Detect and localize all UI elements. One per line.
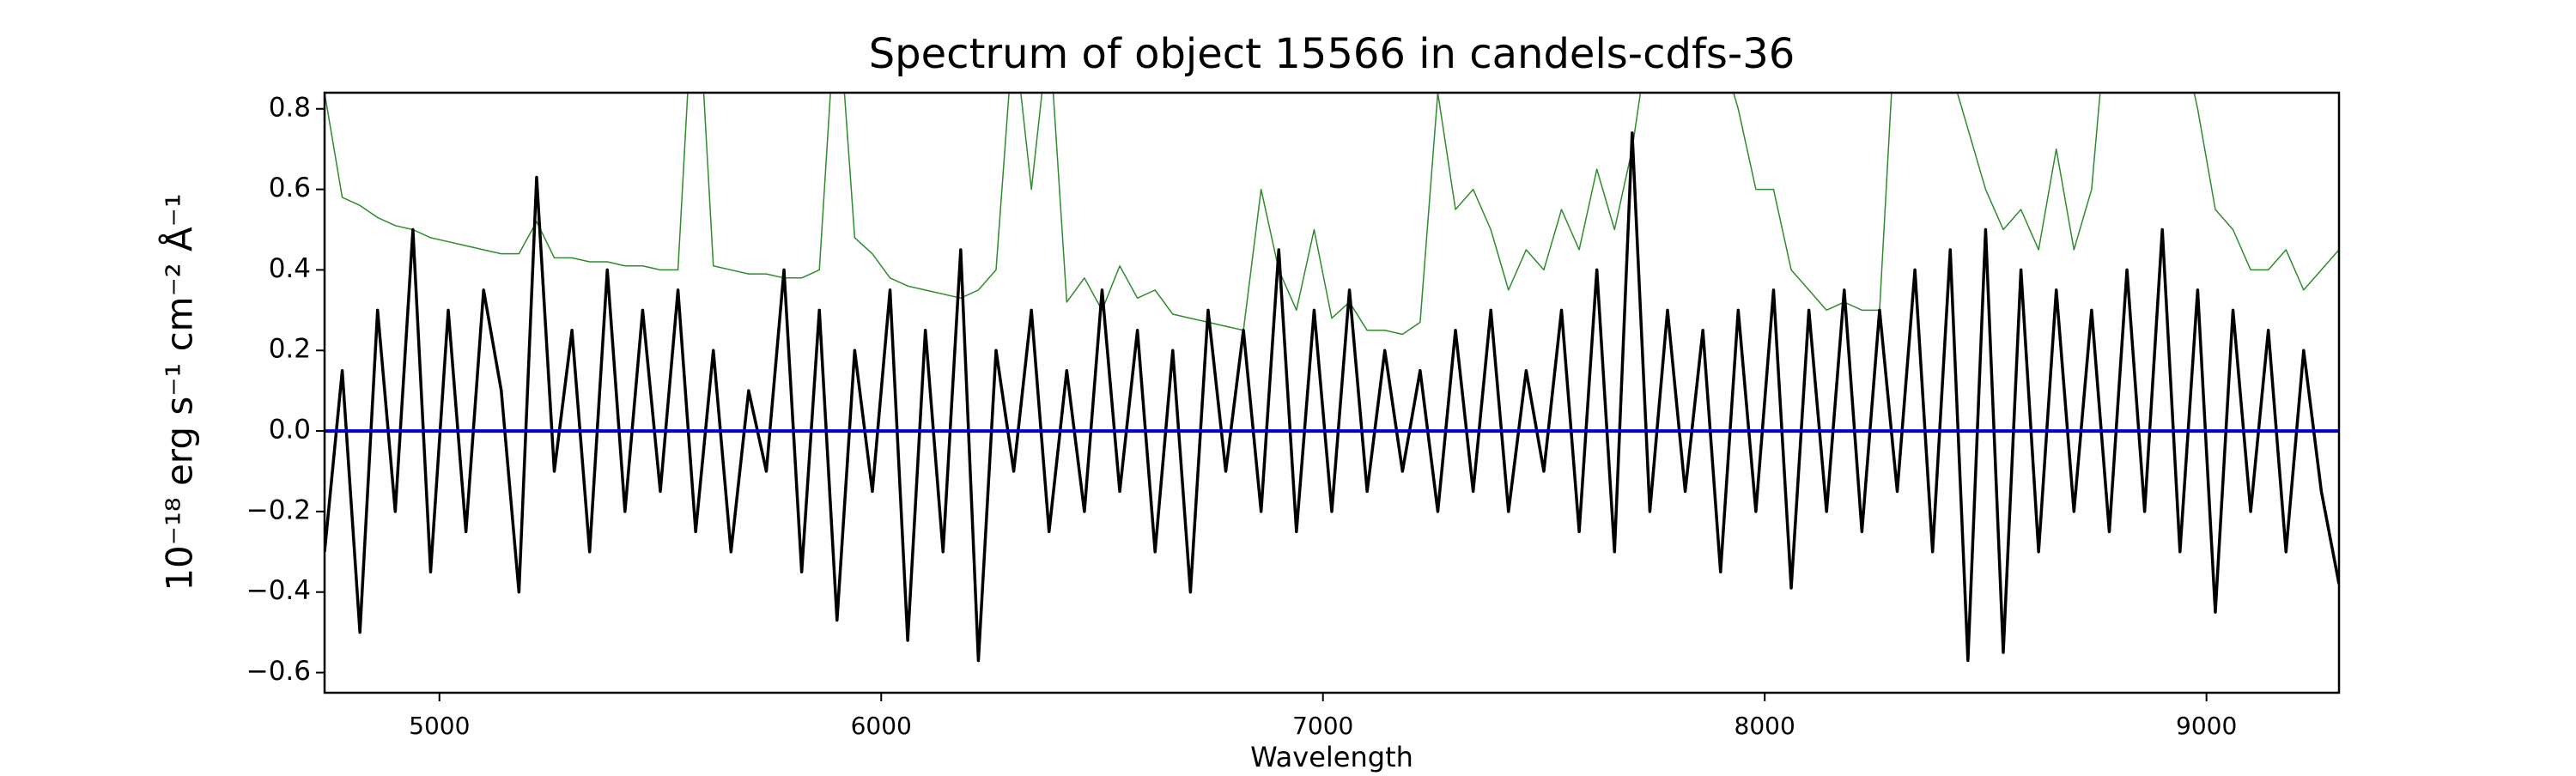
y-tick-label: −0.4 xyxy=(246,575,311,606)
x-axis-label: Wavelength xyxy=(1250,741,1413,773)
x-tick-label: 7000 xyxy=(1292,712,1353,740)
y-axis-label: 10⁻¹⁸ erg s⁻¹ cm⁻² Å⁻¹ xyxy=(158,193,201,591)
y-tick-label: 0.8 xyxy=(269,92,311,123)
spectrum-line xyxy=(325,131,2339,663)
y-tick-label: 0.6 xyxy=(269,173,311,203)
y-tick-label: 0.4 xyxy=(269,253,311,284)
y-tick-label: −0.6 xyxy=(246,656,311,687)
x-tick-label: 8000 xyxy=(1735,712,1795,740)
x-tick-label: 9000 xyxy=(2176,712,2237,740)
plot-area xyxy=(325,93,2339,663)
x-tick-label: 5000 xyxy=(409,712,470,740)
spectrum-line xyxy=(325,93,2339,336)
chart-title: Spectrum of object 15566 in candels-cdfs… xyxy=(869,30,1795,78)
y-tick-label: 0.2 xyxy=(269,334,311,365)
x-tick-label: 6000 xyxy=(851,712,912,740)
y-tick-label: −0.2 xyxy=(246,494,311,525)
y-tick-label: 0.0 xyxy=(269,415,311,446)
plot-frame xyxy=(323,91,2341,694)
